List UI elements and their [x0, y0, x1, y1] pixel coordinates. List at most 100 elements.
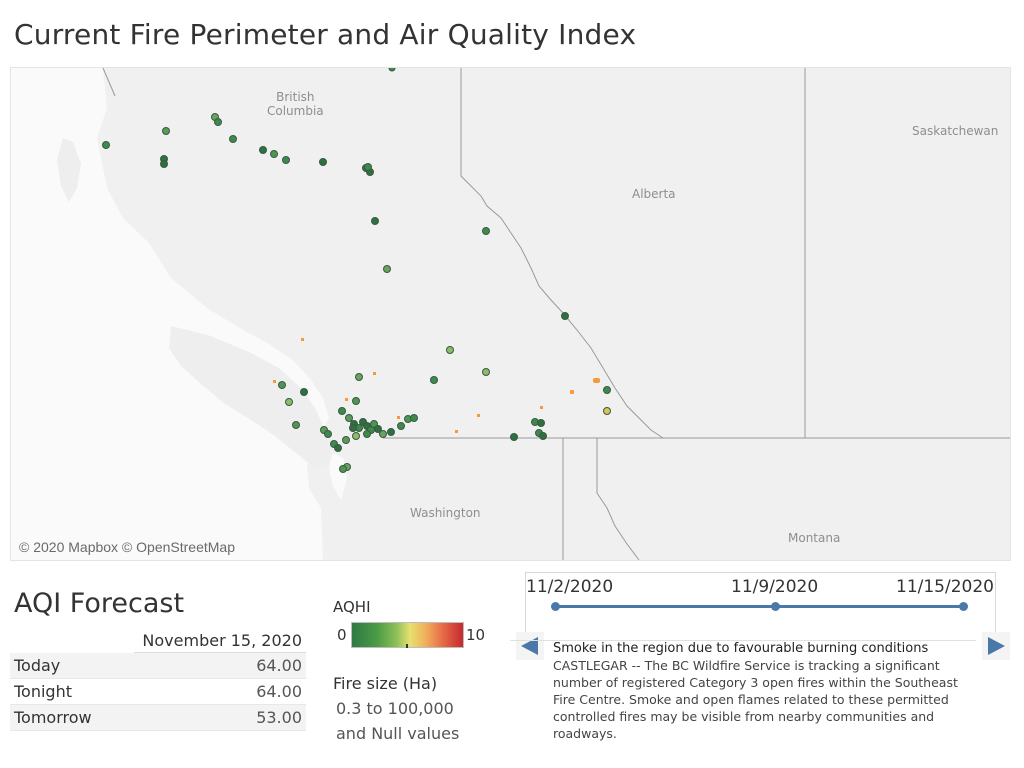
row-value: 64.00 [256, 656, 302, 675]
row-value: 53.00 [256, 708, 302, 727]
aqhi-station [603, 407, 611, 415]
fire-size-range: 0.3 to 100,000 [336, 699, 454, 718]
timeline-frame [525, 572, 996, 640]
fire-perimeters [273, 338, 600, 433]
aqhi-station [371, 217, 379, 225]
borders [102, 68, 1010, 560]
fire-perimeter [455, 430, 458, 433]
british-columbia-label: British Columbia [267, 90, 324, 118]
aqhi-station [339, 465, 347, 473]
aqhi-station [387, 428, 395, 436]
table-row[interactable]: Today 64.00 [10, 653, 306, 679]
fire-perimeter [593, 378, 600, 383]
aqhi-station [324, 430, 332, 438]
british-columbia-label-line2: Columbia [267, 104, 324, 118]
aqhi-station [285, 398, 293, 406]
aqhi-station [374, 425, 382, 433]
puget-sound [329, 453, 347, 500]
washington-label: Washington [410, 506, 481, 520]
aqhi-legend-marker [406, 644, 408, 648]
aqhi-station [410, 414, 418, 422]
aqhi-legend-min: 0 [337, 626, 347, 644]
fire-perimeter [345, 398, 348, 401]
row-label: Today [14, 656, 61, 675]
news-headline[interactable]: Smoke in the region due to favourable bu… [553, 641, 929, 656]
aqhi-station [342, 436, 350, 444]
table-row[interactable]: Tomorrow 53.00 [10, 705, 306, 731]
british-columbia-label-line1: British [276, 90, 315, 104]
row-label: Tomorrow [14, 708, 92, 727]
vancouver-island [169, 326, 331, 468]
saskatchewan-label: Saskatchewan [912, 124, 999, 138]
news-panel: Smoke in the region due to favourable bu… [553, 640, 973, 742]
aqhi-station [430, 376, 438, 384]
fire-perimeter [540, 406, 543, 409]
aqi-forecast-date: November 15, 2020 [134, 630, 306, 653]
fire-perimeter [273, 380, 276, 383]
aqhi-station [482, 227, 490, 235]
ocean [11, 68, 329, 560]
aqhi-station [278, 381, 286, 389]
timeline-point[interactable] [771, 602, 780, 611]
news-body: CASTLEGAR -- The BC Wildfire Service is … [553, 658, 958, 741]
map-attribution[interactable]: © 2020 Mapbox © OpenStreetMap [19, 539, 235, 555]
table-row[interactable]: Tonight 64.00 [10, 679, 306, 705]
fire-size-legend-title: Fire size (Ha) [333, 674, 438, 693]
map-canvas [11, 68, 1010, 560]
timeline-start-date: 11/2/2020 [526, 577, 614, 597]
aqhi-color-ramp [351, 622, 464, 648]
aqhi-station [334, 444, 342, 452]
aqhi-station [349, 424, 357, 432]
fire-perimeter [301, 338, 304, 341]
fire-aqi-map[interactable]: British Columbia Alberta Saskatchewan Wa… [10, 67, 1011, 561]
aqhi-station [229, 135, 237, 143]
aqhi-station [162, 127, 170, 135]
page-title: Current Fire Perimeter and Air Quality I… [14, 18, 637, 51]
bc-alberta-border [460, 68, 664, 439]
aqhi-station [383, 265, 391, 273]
aqhi-station [397, 422, 405, 430]
aqhi-legend-max: 10 [466, 626, 486, 644]
aqhi-station [300, 388, 308, 396]
timeline-end-date: 11/15/2020 [896, 577, 994, 597]
aqhi-station [537, 419, 545, 427]
aqhi-station [539, 432, 547, 440]
aqhi-station [446, 346, 454, 354]
timeline-point[interactable] [551, 602, 560, 611]
alberta-label: Alberta [632, 187, 676, 201]
row-value: 64.00 [256, 682, 302, 701]
fire-perimeter [397, 416, 400, 419]
aqhi-station [355, 373, 363, 381]
aqhi-station [352, 432, 360, 440]
aqhi-station [364, 163, 372, 171]
aqhi-station [102, 141, 110, 149]
aqhi-station [603, 386, 611, 394]
aqhi-station [270, 150, 278, 158]
aqhi-stations [102, 68, 611, 473]
news-divider [510, 640, 976, 641]
aqhi-station [214, 118, 222, 126]
aqhi-station [352, 397, 360, 405]
aqhi-legend-title: AQHI [333, 598, 371, 616]
aqhi-station [345, 414, 353, 422]
yukon-border [102, 68, 116, 97]
aqhi-station [282, 156, 290, 164]
aqhi-station [510, 433, 518, 441]
aqi-forecast-rows: Today 64.00 Tonight 64.00 Tomorrow 53.00 [10, 653, 306, 731]
row-label: Tonight [14, 682, 72, 701]
timeline-track[interactable] [555, 605, 964, 608]
aqhi-station [363, 430, 371, 438]
haida-gwaii [57, 138, 81, 202]
triangle-right-icon[interactable] [982, 632, 1010, 660]
idaho-montana-border [596, 438, 640, 560]
aqhi-station [338, 407, 346, 415]
fire-perimeter [373, 372, 376, 375]
aqhi-station [292, 421, 300, 429]
timeline-point[interactable] [959, 602, 968, 611]
triangle-left-icon[interactable] [516, 632, 544, 660]
aqi-forecast-title: AQI Forecast [14, 588, 185, 619]
timeline-mid-date: 11/9/2020 [731, 577, 819, 597]
fire-perimeter [570, 390, 574, 394]
fire-size-null: and Null values [336, 724, 460, 743]
montana-label: Montana [788, 531, 841, 545]
